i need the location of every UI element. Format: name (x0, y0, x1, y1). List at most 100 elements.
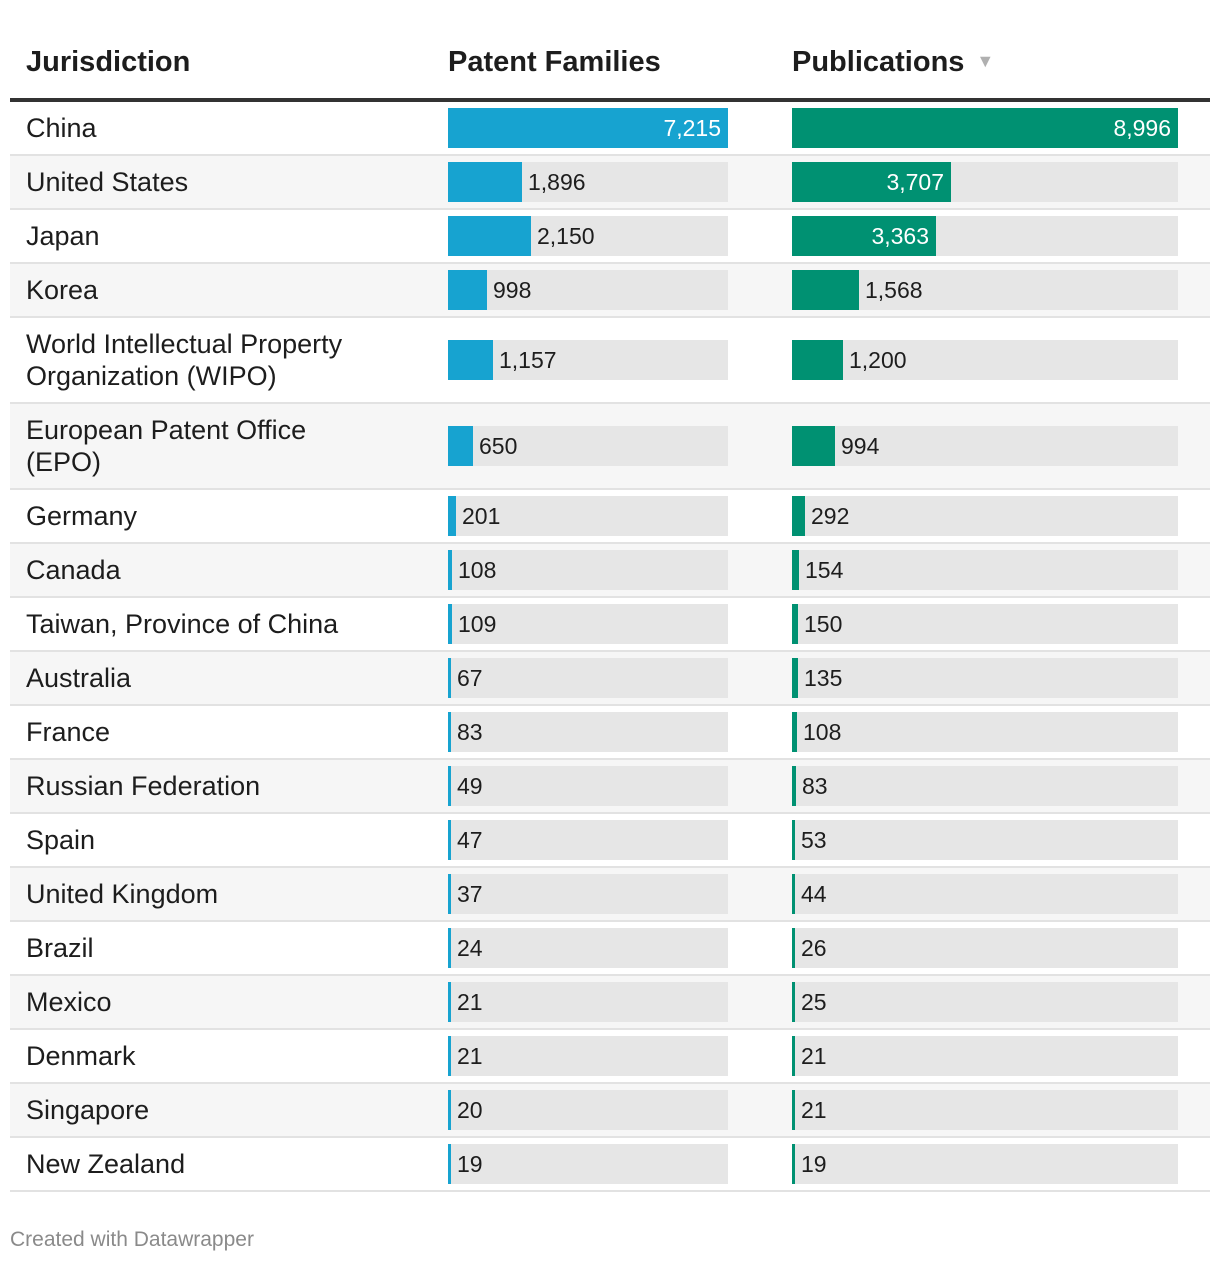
patent-families-bar-track: 201 (448, 496, 728, 536)
jurisdiction-label: European Patent Office (EPO) (26, 415, 307, 477)
patent-families-value-label: 49 (457, 773, 483, 799)
jurisdiction-label: Russian Federation (26, 771, 261, 801)
patent-families-bar-track: 7,215 (448, 108, 728, 148)
column-header-publications[interactable]: Publications ▼ (792, 46, 994, 79)
patent-families-bar (448, 216, 531, 256)
publications-bar-track: 25 (792, 982, 1178, 1022)
table-row: Brazil 24 26 (10, 922, 1210, 976)
publications-value-label: 8,996 (1113, 115, 1171, 141)
sort-descending-icon[interactable]: ▼ (976, 51, 995, 71)
patent-families-bar-track: 21 (448, 982, 728, 1022)
publications-bar (792, 496, 805, 536)
patent-families-bar-track: 37 (448, 874, 728, 914)
publications-bar (792, 820, 795, 860)
publications-value-label: 108 (803, 719, 842, 745)
table-row: Mexico 21 25 (10, 976, 1210, 1030)
table-body: China 7,215 8,996 United States 1,896 3,707 Ja… (10, 102, 1210, 1192)
patent-families-bar (448, 340, 493, 380)
table-row: Canada 108 154 (10, 544, 1210, 598)
patent-families-bar-track: 2,150 (448, 216, 728, 256)
publications-bar (792, 874, 795, 914)
publications-value-label: 1,200 (849, 347, 907, 373)
patent-families-value-label: 998 (493, 277, 532, 303)
patent-families-bar-track: 650 (448, 426, 728, 466)
publications-bar-track: 26 (792, 928, 1178, 968)
column-header-patent-families[interactable]: Patent Families (448, 46, 661, 78)
table-row: Denmark 21 21 (10, 1030, 1210, 1084)
column-header-jurisdiction[interactable]: Jurisdiction (26, 46, 191, 78)
table-row: Germany 201 292 (10, 490, 1210, 544)
patent-families-value-label: 21 (457, 1043, 483, 1069)
patent-families-bar-track: 21 (448, 1036, 728, 1076)
publications-bar (792, 928, 795, 968)
patent-families-value-label: 1,896 (528, 169, 586, 195)
publications-value-label: 83 (802, 773, 828, 799)
publications-value-label: 3,363 (871, 223, 929, 249)
publications-bar (792, 658, 798, 698)
table-row: World Intellectual Property Organization… (10, 318, 1210, 404)
patent-families-bar (448, 658, 451, 698)
patent-families-bar-track: 998 (448, 270, 728, 310)
jurisdiction-label: Canada (26, 555, 121, 585)
patent-families-value-label: 1,157 (499, 347, 557, 373)
patent-families-bar-track: 83 (448, 712, 728, 752)
patent-families-bar (448, 982, 451, 1022)
table-row: Singapore 20 21 (10, 1084, 1210, 1138)
patent-families-value-label: 2,150 (537, 223, 595, 249)
patent-families-bar-track: 47 (448, 820, 728, 860)
publications-value-label: 154 (805, 557, 844, 583)
patent-families-bar-track: 24 (448, 928, 728, 968)
jurisdiction-label: Japan (26, 221, 100, 251)
patent-families-value-label: 67 (457, 665, 483, 691)
jurisdiction-label: Brazil (26, 933, 94, 963)
patent-families-bar (448, 496, 456, 536)
jurisdiction-label: Denmark (26, 1041, 136, 1071)
publications-value-label: 135 (804, 665, 843, 691)
table-row: New Zealand 19 19 (10, 1138, 1210, 1192)
jurisdiction-label: Korea (26, 275, 99, 305)
patent-families-bar-track: 49 (448, 766, 728, 806)
patent-families-bar-track: 20 (448, 1090, 728, 1130)
patent-families-bar (448, 712, 451, 752)
patent-families-bar (448, 604, 452, 644)
publications-bar-track: 53 (792, 820, 1178, 860)
patent-families-bar-track: 1,157 (448, 340, 728, 380)
publications-value-label: 21 (801, 1043, 827, 1069)
patent-families-bar-track: 19 (448, 1144, 728, 1184)
patent-families-bar (448, 550, 452, 590)
publications-bar-track: 83 (792, 766, 1178, 806)
patent-families-bar (448, 1090, 451, 1130)
publications-bar-track: 21 (792, 1036, 1178, 1076)
jurisdiction-label: France (26, 717, 111, 747)
table-row: United Kingdom 37 44 (10, 868, 1210, 922)
publications-bar (792, 712, 797, 752)
table-row: France 83 108 (10, 706, 1210, 760)
jurisdiction-label: Australia (26, 663, 132, 693)
publications-bar-track: 3,707 (792, 162, 1178, 202)
jurisdiction-label: Mexico (26, 987, 112, 1017)
table-row: United States 1,896 3,707 (10, 156, 1210, 210)
data-table: Jurisdiction Patent Families Publication… (10, 28, 1210, 1192)
publications-bar (792, 270, 859, 310)
publications-bar (792, 982, 795, 1022)
publications-bar-track: 3,363 (792, 216, 1178, 256)
patent-families-value-label: 20 (457, 1097, 483, 1123)
publications-value-label: 21 (801, 1097, 827, 1123)
datawrapper-credit[interactable]: Created with Datawrapper (10, 1228, 254, 1251)
patent-families-value-label: 201 (462, 503, 501, 529)
table-row: Taiwan, Province of China 109 150 (10, 598, 1210, 652)
publications-value-label: 150 (804, 611, 843, 637)
publications-bar (792, 216, 936, 256)
patent-families-bar (448, 766, 451, 806)
publications-bar-track: 1,200 (792, 340, 1178, 380)
publications-bar-track: 1,568 (792, 270, 1178, 310)
patent-families-bar (448, 270, 487, 310)
publications-bar (792, 426, 835, 466)
publications-bar-track: 994 (792, 426, 1178, 466)
table-header: Jurisdiction Patent Families Publication… (10, 28, 1210, 102)
column-header-publications-label: Publications (792, 46, 965, 78)
patent-families-bar (448, 1144, 451, 1184)
patent-families-value-label: 108 (458, 557, 497, 583)
patent-families-bar-track: 67 (448, 658, 728, 698)
table-row: European Patent Office (EPO) 650 994 (10, 404, 1210, 490)
